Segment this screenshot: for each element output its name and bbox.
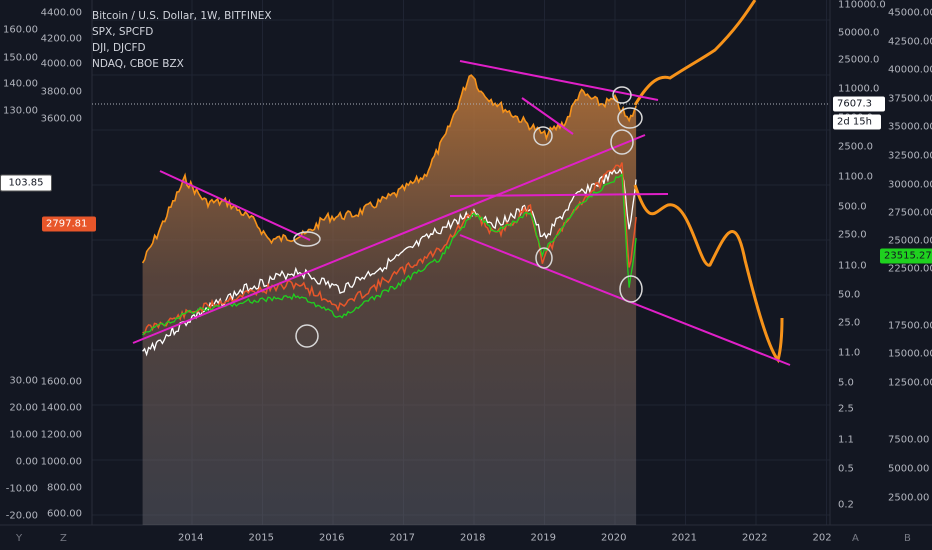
left-outer-tick: 0.00 — [15, 456, 38, 468]
x-tick-label: 2021 — [671, 532, 697, 544]
right-outer-tick: 15000.00 — [888, 348, 932, 360]
left-inner-tick: 800.00 — [47, 482, 82, 494]
right-inner-tick: 50.0 — [838, 289, 861, 301]
right-outer-tick: 37500.00 — [888, 93, 932, 105]
axis-button-b[interactable]: B — [904, 533, 911, 544]
left-inner-tick: 4000.00 — [40, 58, 82, 70]
x-tick-label: 2018 — [460, 532, 486, 544]
right-outer-tick: 45000.00 — [888, 7, 932, 19]
right-inner-tick: 250.0 — [838, 229, 867, 241]
x-tick-label: 2015 — [248, 532, 274, 544]
right-inner-tick: 0.2 — [838, 499, 854, 511]
left-inner-tick: 4200.00 — [40, 33, 82, 45]
price-tag-dji: 23515.27 — [880, 248, 932, 264]
highlight-ellipse — [535, 247, 553, 269]
right-inner-tick: 110000.0 — [838, 0, 886, 11]
axis-button-z[interactable]: Z — [60, 533, 67, 544]
left-outer-tick: 160.00 — [3, 24, 38, 36]
left-inner-tick: 3600.00 — [40, 113, 82, 125]
left-outer-tick: 150.00 — [3, 52, 38, 64]
right-inner-tick: 0.5 — [838, 463, 854, 475]
highlight-ellipse — [295, 324, 319, 348]
right-inner-tick: 500.0 — [838, 201, 867, 213]
axis-button-a[interactable]: A — [852, 533, 859, 544]
x-tick-label: 2020 — [601, 532, 627, 544]
left-outer-tick: 130.00 — [3, 105, 38, 117]
right-outer-tick: 42500.00 — [888, 36, 932, 48]
highlight-ellipse — [533, 126, 553, 146]
right-outer-tick: 30000.00 — [888, 179, 932, 191]
left-inner-tick: 1200.00 — [40, 429, 82, 441]
legend-item-dji: DJI, DJCFD — [92, 42, 146, 54]
x-tick-label: 2016 — [319, 532, 345, 544]
price-tag-spx: 2797.81 — [42, 216, 96, 232]
right-inner-tick: 11.0 — [838, 347, 861, 359]
right-outer-tick: 32500.00 — [888, 150, 932, 162]
left-outer-tick: 20.00 — [9, 402, 38, 414]
x-tick-label: 2022 — [742, 532, 768, 544]
right-inner-tick: 1100.0 — [838, 171, 873, 183]
left-inner-tick: 4400.00 — [40, 7, 82, 19]
trend-line — [449, 193, 669, 197]
chart-legend: Bitcoin / U.S. Dollar, 1W, BITFINEX SPX,… — [92, 8, 272, 72]
left-inner-tick: 1600.00 — [40, 376, 82, 388]
axis-button-y[interactable]: Y — [16, 533, 23, 544]
right-inner-tick: 1.1 — [838, 434, 854, 446]
x-tick-label: 2017 — [389, 532, 415, 544]
right-inner-tick: 110.0 — [838, 260, 867, 272]
left-inner-tick: 1400.00 — [40, 402, 82, 414]
left-outer-tick: -10.00 — [5, 483, 38, 495]
trend-line — [132, 134, 646, 344]
right-inner-tick: 50000.0 — [838, 27, 880, 39]
right-inner-tick: 2500.0 — [838, 141, 873, 153]
right-outer-tick: 12500.00 — [888, 377, 932, 389]
projection-up — [633, 0, 757, 106]
right-outer-tick: 17500.00 — [888, 320, 932, 332]
price-tag-btc: 7607.3 — [833, 96, 885, 112]
right-outer-tick: 22500.00 — [888, 263, 932, 275]
right-outer-tick: 2500.00 — [888, 492, 930, 504]
left-outer-tick: 10.00 — [9, 429, 38, 441]
right-outer-tick: 7500.00 — [888, 434, 930, 446]
left-inner-tick: 600.00 — [47, 508, 82, 520]
price-tag-ndaq: 103.85 — [0, 174, 52, 192]
left-inner-tick: 1000.00 — [40, 456, 82, 468]
x-tick-label: 2019 — [530, 532, 556, 544]
left-outer-tick: 30.00 — [9, 375, 38, 387]
x-tick-label: 202 — [812, 532, 832, 544]
highlight-ellipse — [612, 86, 632, 104]
trend-line — [459, 60, 659, 101]
right-outer-tick: 5000.00 — [888, 463, 930, 475]
highlight-ellipse — [617, 107, 643, 129]
countdown-tag: 2d 15h — [833, 114, 881, 130]
left-outer-tick: 140.00 — [3, 78, 38, 90]
highlight-ellipse — [610, 129, 634, 155]
right-outer-tick: 25000.00 — [888, 235, 932, 247]
right-outer-tick: 40000.00 — [888, 64, 932, 76]
highlight-ellipse — [619, 275, 643, 303]
legend-item-spx: SPX, SPCFD — [92, 26, 154, 38]
btc-line — [141, 74, 637, 264]
highlight-ellipse — [293, 231, 321, 247]
right-inner-tick: 11000.0 — [838, 83, 880, 95]
right-inner-tick: 5.0 — [838, 377, 854, 389]
right-outer-tick: 27500.00 — [888, 207, 932, 219]
right-outer-tick: 35000.00 — [888, 121, 932, 133]
legend-title: Bitcoin / U.S. Dollar, 1W, BITFINEX — [92, 10, 272, 22]
trend-line — [159, 170, 311, 241]
right-inner-tick: 2.5 — [838, 403, 854, 415]
right-inner-tick: 25.0 — [838, 317, 861, 329]
left-outer-tick: -20.00 — [5, 510, 38, 522]
x-tick-label: 2014 — [178, 532, 204, 544]
legend-item-ndaq: NDAQ, CBOE BZX — [92, 58, 184, 70]
left-inner-tick: 3800.00 — [40, 86, 82, 98]
btc-area — [142, 75, 637, 525]
right-inner-tick: 25000.0 — [838, 54, 880, 66]
